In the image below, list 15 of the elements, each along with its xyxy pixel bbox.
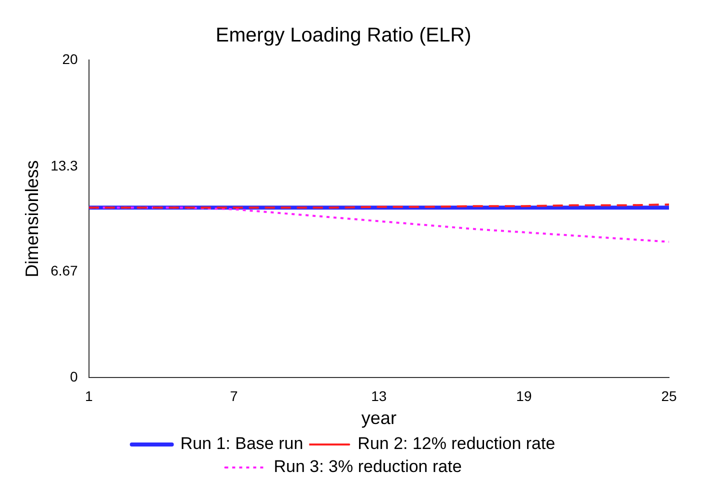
y-tick-label: 6.67	[50, 262, 78, 279]
x-axis-title: year	[361, 408, 396, 428]
x-tick-label: 25	[661, 388, 677, 404]
x-tick-label: 13	[371, 388, 387, 404]
y-tick-label: 0	[70, 368, 78, 384]
legend-label: Run 3: 3% reduction rate	[274, 457, 462, 476]
y-axis-title: Dimensionless	[22, 160, 42, 278]
legend-label: Run 1: Base run	[180, 434, 304, 454]
y-tick-label: 20	[62, 50, 78, 67]
chart-title: Emergy Loading Ratio (ELR)	[216, 24, 472, 47]
x-tick-label: 1	[84, 388, 93, 404]
legend-label: Run 2: 12% reduction rate	[358, 434, 556, 454]
x-tick-label: 7	[230, 388, 238, 404]
x-tick-label: 19	[516, 388, 532, 404]
y-tick-label: 13.3	[50, 157, 78, 174]
